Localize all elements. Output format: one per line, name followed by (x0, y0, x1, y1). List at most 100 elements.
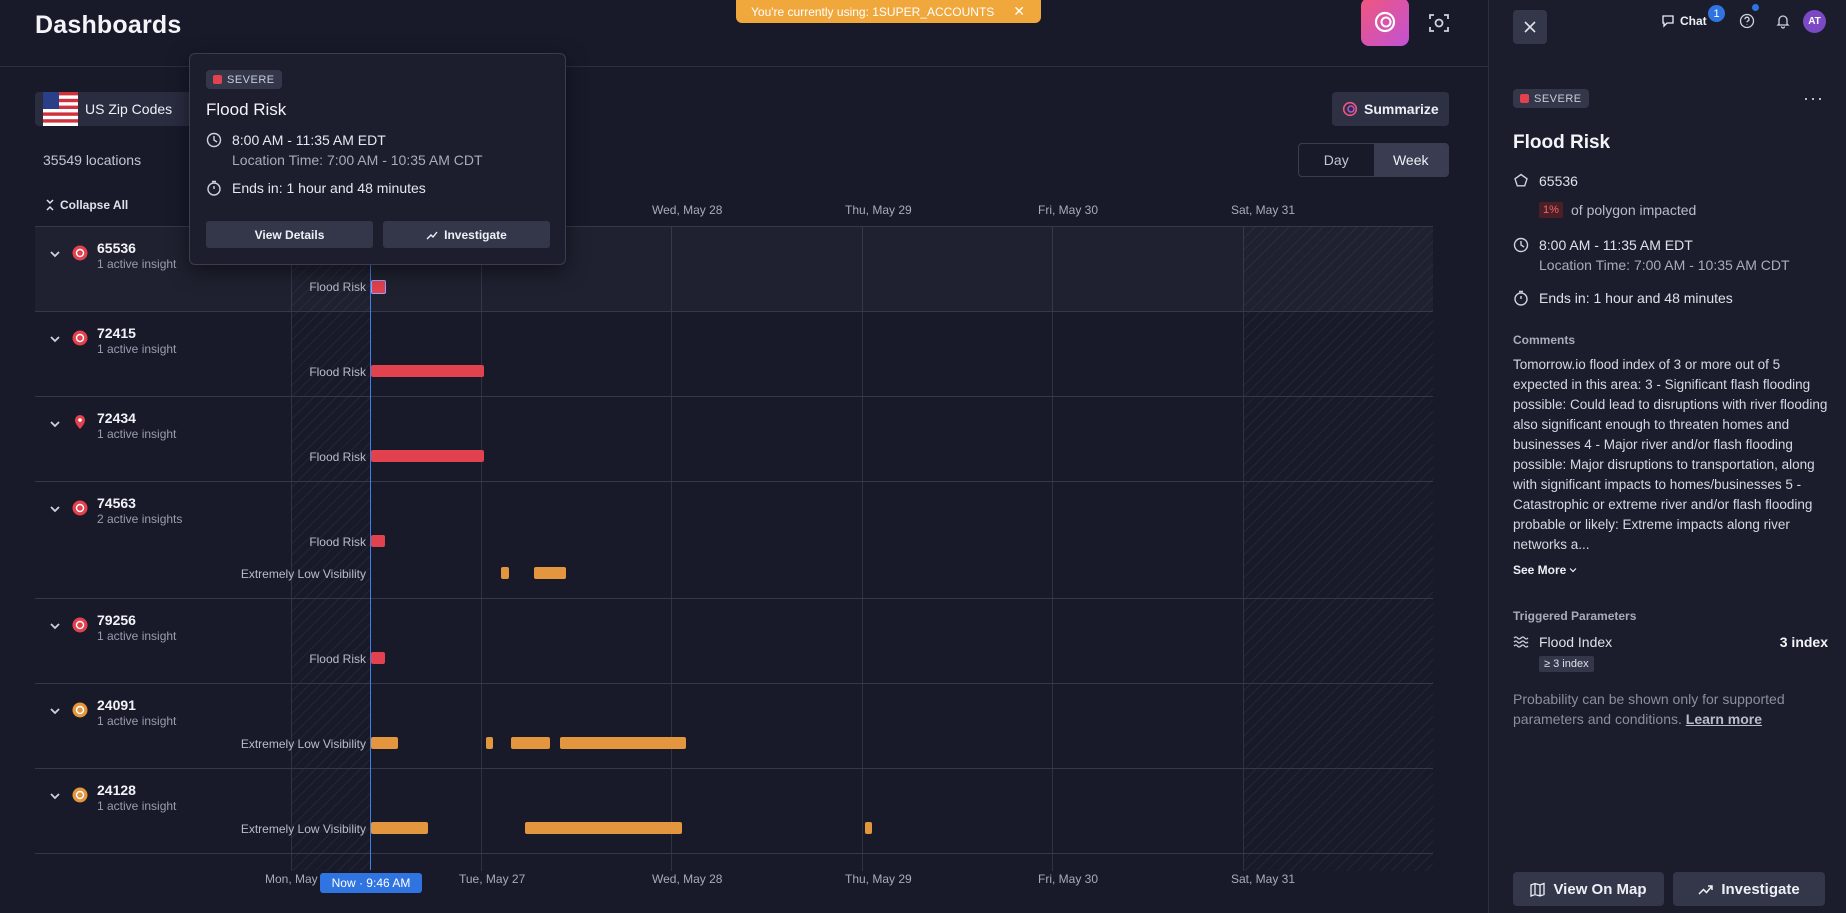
camera-focus-icon (1429, 14, 1449, 32)
moderate-alert-icon (72, 787, 88, 803)
week-toggle[interactable]: Week (1373, 144, 1448, 176)
day-label: Mon, May 26 (265, 872, 335, 886)
timer-icon (1514, 290, 1528, 306)
day-gridline (291, 227, 292, 871)
low-visibility-event[interactable] (560, 737, 686, 749)
chat-count-badge: 1 (1708, 5, 1725, 22)
flood-risk-event[interactable] (371, 280, 386, 294)
panel-investigate-label: Investigate (1721, 880, 1800, 898)
lane-label: Flood Risk (309, 535, 366, 549)
severity-square-icon (1520, 94, 1529, 103)
chevron-down-icon[interactable] (48, 619, 62, 633)
low-visibility-event[interactable] (501, 567, 509, 579)
day-label: Tue, May 27 (459, 872, 526, 886)
low-visibility-event[interactable] (525, 822, 682, 834)
panel-investigate-button[interactable]: Investigate (1673, 872, 1825, 906)
popup-title: Flood Risk (206, 100, 287, 119)
see-more-button[interactable]: See More (1513, 563, 1577, 577)
zip-code: 65536 (97, 240, 136, 256)
collapse-all-button[interactable]: Collapse All (45, 198, 128, 212)
low-visibility-event[interactable] (371, 737, 398, 749)
lane-label: Flood Risk (309, 450, 366, 464)
day-toggle[interactable]: Day (1323, 152, 1349, 168)
flood-risk-event[interactable] (371, 365, 484, 377)
past-shading (291, 227, 371, 871)
chevron-down-icon[interactable] (48, 502, 62, 516)
low-visibility-event[interactable] (486, 737, 493, 749)
summarize-button[interactable]: Summarize (1332, 92, 1449, 126)
table-row[interactable]: 79256 1 active insight Flood Risk (35, 599, 1433, 684)
location-pin-icon (75, 415, 85, 429)
us-flag-icon (43, 92, 78, 126)
ai-swirl-icon (1342, 101, 1358, 117)
lane-label: Extremely Low Visibility (240, 567, 366, 581)
clock-icon (206, 132, 222, 148)
zip-code: 24091 (97, 697, 136, 713)
flood-risk-event[interactable] (371, 450, 484, 462)
chevron-down-icon[interactable] (48, 332, 62, 346)
avatar[interactable]: AT (1803, 10, 1826, 33)
severe-alert-icon (72, 617, 88, 633)
screenshot-button[interactable] (1426, 10, 1452, 36)
view-on-map-button[interactable]: View On Map (1513, 872, 1664, 906)
severity-badge: SEVERE (206, 70, 282, 89)
more-options-icon[interactable]: ··· (1803, 88, 1824, 108)
low-visibility-event[interactable] (865, 822, 872, 834)
severe-alert-icon (72, 500, 88, 516)
table-row[interactable]: 72415 1 active insight Flood Risk (35, 312, 1433, 397)
chevron-down-icon[interactable] (48, 247, 62, 261)
event-popup: SEVERE Flood Risk 8:00 AM - 11:35 AM EDT… (189, 53, 566, 265)
close-panel-button[interactable] (1513, 10, 1547, 44)
panel-local-time: Location Time: 7:00 AM - 10:35 AM CDT (1539, 257, 1790, 273)
chevron-down-icon[interactable] (48, 417, 62, 431)
bell-icon[interactable] (1775, 13, 1791, 29)
help-icon[interactable] (1739, 13, 1755, 29)
zip-code: 74563 (97, 495, 136, 511)
insight-count: 1 active insight (97, 799, 177, 813)
flood-risk-event[interactable] (371, 652, 385, 664)
severe-alert-icon (72, 330, 88, 346)
investigate-button[interactable]: Investigate (383, 221, 550, 248)
location-count: 35549 locations (43, 152, 142, 168)
day-label: Sat, May 31 (1231, 203, 1296, 217)
table-row[interactable]: 65536 1 active insight Flood Risk (35, 227, 1433, 312)
day-gridline (862, 227, 863, 871)
view-on-map-label: View On Map (1553, 880, 1647, 898)
percent-text: of polygon impacted (1571, 202, 1697, 218)
ai-assistant-button[interactable] (1361, 0, 1409, 46)
table-row[interactable]: 24091 1 active insight Extremely Low Vis… (35, 684, 1433, 769)
low-visibility-event[interactable] (371, 822, 428, 834)
flood-risk-event[interactable] (371, 535, 385, 547)
panel-time: 8:00 AM - 11:35 AM EDT (1539, 237, 1693, 253)
banner-close-icon[interactable]: ✕ (1013, 3, 1025, 19)
lane-label: Extremely Low Visibility (240, 737, 366, 751)
low-visibility-event[interactable] (534, 567, 566, 579)
chevron-down-icon[interactable] (48, 789, 62, 803)
day-label: Thu, May 29 (845, 872, 912, 886)
param-value: 3 index (1779, 634, 1828, 650)
severe-alert-icon (72, 245, 88, 261)
day-gridline (481, 227, 482, 871)
severity-label: SEVERE (227, 73, 275, 86)
low-visibility-event[interactable] (511, 737, 550, 749)
region-selector[interactable]: US Zip Codes (35, 92, 195, 126)
panel-title: Flood Risk (1513, 132, 1611, 153)
table-row[interactable]: 72434 1 active insight Flood Risk (35, 397, 1433, 482)
param-threshold: ≥ 3 index (1539, 656, 1594, 672)
view-details-button[interactable]: View Details (206, 221, 373, 248)
insight-count: 1 active insight (97, 714, 177, 728)
learn-more-link[interactable]: Learn more (1685, 711, 1763, 727)
moderate-alert-icon (72, 702, 88, 718)
chat-label: Chat (1680, 14, 1707, 28)
chevron-down-icon (1569, 568, 1577, 573)
chevron-down-icon[interactable] (48, 704, 62, 718)
severity-badge: SEVERE (1513, 89, 1589, 108)
view-toggle: Day Week (1298, 143, 1449, 177)
table-row[interactable]: 74563 2 active insights Flood Risk Extre… (35, 482, 1433, 599)
probability-note: Probability can be shown only for suppor… (1513, 689, 1831, 729)
table-row[interactable]: 24128 1 active insight Extremely Low Vis… (35, 769, 1433, 854)
zip-code: 72434 (97, 410, 136, 426)
clock-icon (1513, 237, 1529, 253)
popup-time: 8:00 AM - 11:35 AM EDT (232, 132, 386, 148)
chat-button[interactable]: Chat (1661, 14, 1707, 28)
